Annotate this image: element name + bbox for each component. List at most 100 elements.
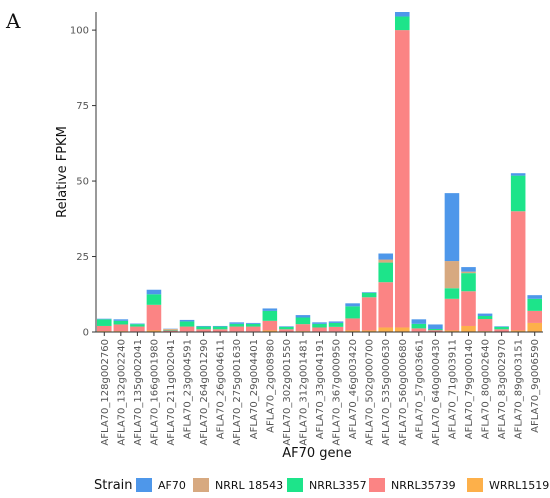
- x-tick-label: AFLA70_275g001630: [232, 339, 243, 446]
- legend: Strain AF70 NRRL 18543 NRRL3357 NRRL35739 WR…: [94, 478, 549, 493]
- bar-segment: [146, 304, 162, 331]
- bar-segment: [361, 292, 377, 298]
- bar-segment: [113, 324, 129, 332]
- panel-label: A: [5, 9, 21, 33]
- bar-segment: [279, 326, 294, 327]
- bar-segment: [411, 328, 427, 332]
- x-tick-label: AFLA70_640g000430: [431, 339, 442, 446]
- bar-segment: [295, 317, 311, 325]
- bar-segment: [328, 326, 344, 332]
- legend-swatch: [369, 478, 385, 492]
- bar-segment: [378, 327, 394, 332]
- legend-label: AF70: [158, 479, 186, 492]
- bar-segment: [179, 326, 195, 332]
- legend-label: NRRL3357: [309, 479, 367, 492]
- x-tick-label: AFLA70_46g003420: [348, 339, 359, 439]
- legend-label: NRRL35739: [391, 479, 456, 492]
- bar-segment: [245, 322, 261, 324]
- y-tick-label: 0: [83, 328, 89, 339]
- y-tick-label: 75: [76, 101, 89, 112]
- bar-segment: [146, 294, 162, 305]
- bar-segment: [130, 324, 145, 327]
- x-tick-label: AFLA70_83g002970: [497, 339, 508, 439]
- bar-segment: [262, 310, 278, 321]
- x-tick-label: AFLA70_128g002760: [100, 339, 111, 446]
- bar-segment: [212, 325, 228, 327]
- legend-label: NRRL 18543: [215, 479, 283, 492]
- bar-segment: [510, 173, 526, 176]
- bar-segment: [229, 322, 245, 324]
- bar-segment: [130, 323, 145, 325]
- bar-segment: [262, 320, 278, 331]
- bar-segment: [527, 310, 543, 323]
- bar-segment: [279, 329, 294, 332]
- bar-segment: [96, 318, 112, 320]
- bar-segment: [461, 273, 476, 292]
- x-tick-label: AFLA70_26g004611: [216, 339, 227, 439]
- bar-segment: [361, 292, 377, 293]
- bar-segment: [361, 330, 377, 332]
- bar-segment: [444, 193, 460, 262]
- bar-segment: [146, 289, 162, 295]
- bar-segment: [394, 12, 410, 17]
- x-tick-label: AFLA70_33g004191: [315, 339, 326, 439]
- x-tick-label: AFLA70_71g003911: [447, 339, 458, 439]
- x-tick-label: AFLA70_135g002041: [133, 339, 144, 446]
- x-tick-label: AFLA70_9g006590: [530, 339, 541, 433]
- bar-segment: [394, 327, 410, 332]
- legend-swatch: [193, 478, 209, 492]
- x-axis-ticks: AFLA70_128g002760 AFLA70_132g002240 AFLA70…: [100, 332, 541, 446]
- bar-segment: [312, 322, 327, 324]
- bar-segment: [444, 298, 460, 331]
- bar-segment: [428, 330, 443, 332]
- bar-segment: [461, 271, 476, 274]
- x-tick-label: AFLA70_57g003661: [414, 339, 425, 439]
- bar-segment: [179, 319, 195, 322]
- bar-segment: [527, 322, 543, 332]
- bar-segment: [477, 319, 493, 332]
- bar-segment: [378, 262, 394, 283]
- bar-segment: [494, 326, 509, 330]
- x-tick-label: AFLA70_211g002041: [166, 339, 177, 446]
- bar-segment: [378, 259, 394, 263]
- bar-segment: [378, 253, 394, 260]
- bar-segment: [163, 328, 178, 330]
- bar-segment: [328, 322, 344, 327]
- x-tick-label: AFLA70_132g002240: [116, 339, 127, 446]
- bar-segment: [345, 306, 360, 319]
- y-axis-title: Relative FPKM: [55, 126, 70, 218]
- plot-area: [95, 12, 543, 333]
- legend-swatch: [136, 478, 152, 492]
- bar-segment: [394, 30, 410, 328]
- x-tick-label: AFLA70_79g000140: [464, 339, 475, 439]
- x-tick-label: AFLA70_535g000630: [381, 339, 392, 446]
- bar-segment: [245, 326, 261, 332]
- x-tick-label: AFLA70_23g004591: [183, 339, 194, 439]
- bar-segment: [361, 297, 377, 331]
- y-tick-label: 100: [70, 26, 89, 37]
- bar-segment: [229, 326, 245, 332]
- bar-segment: [196, 329, 211, 332]
- bar-segment: [461, 267, 476, 272]
- bar-segment: [527, 295, 543, 299]
- bar-segment: [130, 326, 145, 332]
- bar-segment: [229, 323, 245, 327]
- bar-segment: [345, 318, 360, 331]
- bar-segment: [295, 324, 311, 332]
- bar-segment: [212, 329, 228, 332]
- bar-segment: [262, 330, 278, 332]
- x-tick-label: AFLA70_29g004401: [249, 339, 260, 439]
- bar-segment: [510, 211, 526, 331]
- x-axis-title: AF70 gene: [282, 446, 352, 461]
- x-tick-label: AFLA70_502g000700: [365, 339, 376, 446]
- bar-segment: [179, 321, 195, 327]
- bar-segment: [444, 330, 460, 332]
- bar-segment: [345, 303, 360, 307]
- bar-segment: [328, 321, 344, 323]
- bar-segment: [262, 308, 278, 311]
- bar-segment: [428, 324, 443, 329]
- bar-segment: [510, 330, 526, 332]
- x-tick-label: AFLA70_166g001980: [149, 339, 160, 446]
- bar-segment: [444, 288, 460, 299]
- bar-segment: [163, 329, 178, 331]
